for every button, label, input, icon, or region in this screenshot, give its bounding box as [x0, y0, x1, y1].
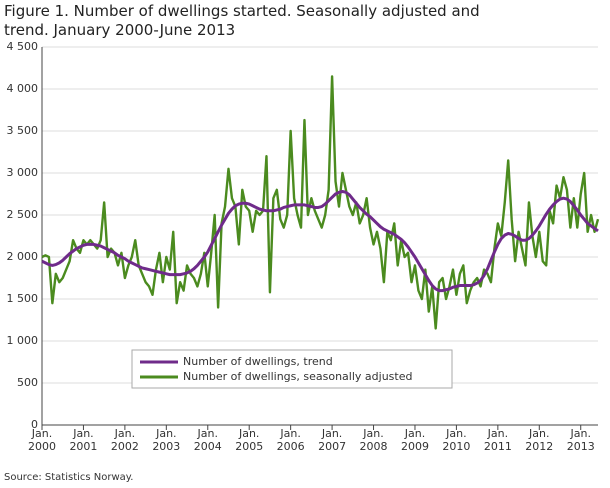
- x-tick-label: Jan. 2011: [483, 427, 512, 453]
- series-line: [41, 75, 600, 330]
- x-tick-label: Jan. 2013: [566, 427, 595, 453]
- x-tick-label: Jan. 2001: [69, 427, 98, 453]
- y-tick-label: 2 500: [7, 208, 39, 221]
- x-tick-label: Jan. 2012: [525, 427, 554, 453]
- y-tick-label: 500: [17, 376, 38, 389]
- source-note: Source: Statistics Norway.: [4, 472, 134, 483]
- x-tick-label: Jan. 2007: [318, 427, 347, 453]
- x-tick-label: Jan. 2002: [110, 427, 139, 453]
- y-tick-label: 3 000: [7, 166, 39, 179]
- y-tick-label: 1 500: [7, 292, 39, 305]
- legend-box: [131, 349, 453, 389]
- legend-label: Number of dwellings, seasonally adjusted: [183, 370, 412, 383]
- x-tick-label: Jan. 2004: [193, 427, 222, 453]
- y-tick-label: 0: [31, 418, 38, 431]
- x-tick-label: Jan. 2009: [400, 427, 429, 453]
- x-tick-label: Jan. 2008: [359, 427, 388, 453]
- y-tick-label: 2 000: [7, 250, 39, 263]
- y-tick-label: 1 000: [7, 334, 39, 347]
- x-tick-label: Jan. 2010: [442, 427, 471, 453]
- legend-label: Number of dwellings, trend: [183, 355, 333, 368]
- y-tick-label: 3 500: [7, 124, 39, 137]
- x-tick-label: Jan. 2003: [152, 427, 181, 453]
- y-tick-label: 4 500: [7, 40, 39, 53]
- x-tick-label: Jan. 2000: [28, 427, 56, 453]
- x-tick-label: Jan. 2006: [276, 427, 305, 453]
- x-tick-label: Jan. 2005: [235, 427, 264, 453]
- series-line: [41, 189, 599, 293]
- chart-title: Figure 1. Number of dwellings started. S…: [4, 2, 480, 39]
- y-tick-label: 4 000: [7, 82, 39, 95]
